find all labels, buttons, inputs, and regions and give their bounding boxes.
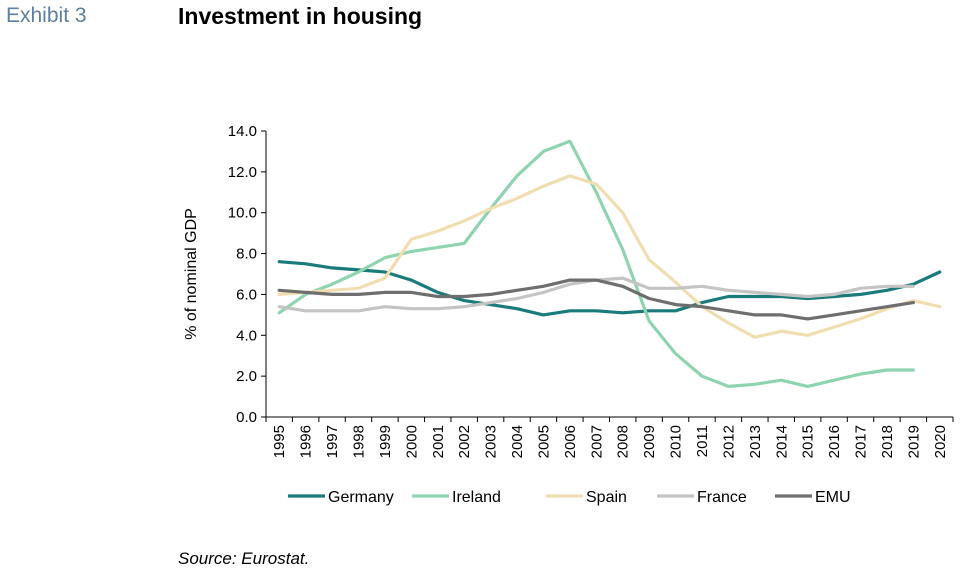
chart-title: Investment in housing (178, 3, 423, 29)
series-line-ireland (277, 139, 915, 388)
x-tick-label: 2018 (879, 425, 896, 458)
y-tick-label: 2.0 (236, 368, 257, 385)
legend-label-ireland: Ireland (452, 489, 501, 506)
legend-label-spain: Spain (586, 489, 627, 506)
x-tick-label: 2015 (800, 425, 817, 458)
legend-label-emu: EMU (815, 489, 851, 506)
x-tick-label: 2002 (456, 425, 473, 458)
x-tick-label: 2019 (905, 425, 922, 458)
x-tick-label: 2004 (509, 425, 526, 458)
series-line-spain (277, 174, 942, 339)
x-tick-label: 2005 (535, 425, 552, 458)
exhibit-label: Exhibit 3 (6, 4, 87, 27)
y-tick-label: 12.0 (228, 164, 257, 181)
x-tick-label: 1997 (324, 425, 341, 458)
x-tick-label: 2016 (826, 425, 843, 458)
legend-label-germany: Germany (328, 489, 394, 506)
series-line-emu (277, 278, 915, 321)
x-tick-label: 2010 (668, 425, 685, 458)
x-tick-label: 2017 (853, 425, 870, 458)
y-tick-label: 8.0 (236, 246, 257, 263)
x-tick-label: 2006 (562, 425, 579, 458)
x-tick-label: 2020 (932, 425, 949, 458)
x-tick-label: 2012 (720, 425, 737, 458)
x-tick-label: 1995 (271, 425, 288, 458)
x-tick-label: 2003 (483, 425, 500, 458)
x-tick-label: 1996 (298, 425, 315, 458)
x-tick-label: 1998 (350, 425, 367, 458)
y-tick-label: 0.0 (236, 409, 257, 426)
x-tick-label: 2011 (694, 425, 711, 457)
source-note: Source: Eurostat. (178, 549, 310, 568)
x-tick-label: 2009 (641, 425, 658, 458)
x-tick-label: 2014 (773, 425, 790, 458)
x-tick-label: 2007 (588, 425, 605, 458)
x-tick-label: 2001 (430, 425, 447, 458)
y-tick-label: 6.0 (236, 286, 257, 303)
legend-label-france: France (697, 489, 747, 506)
x-tick-label: 1999 (377, 425, 394, 458)
y-tick-label: 14.0 (228, 123, 257, 140)
x-tick-label: 2000 (403, 425, 420, 458)
y-tick-label: 10.0 (228, 205, 257, 222)
x-tick-label: 2008 (615, 425, 632, 458)
y-tick-label: 4.0 (236, 327, 257, 344)
x-tick-label: 2013 (747, 425, 764, 458)
y-axis-label: % of nominal GDP (183, 208, 200, 340)
